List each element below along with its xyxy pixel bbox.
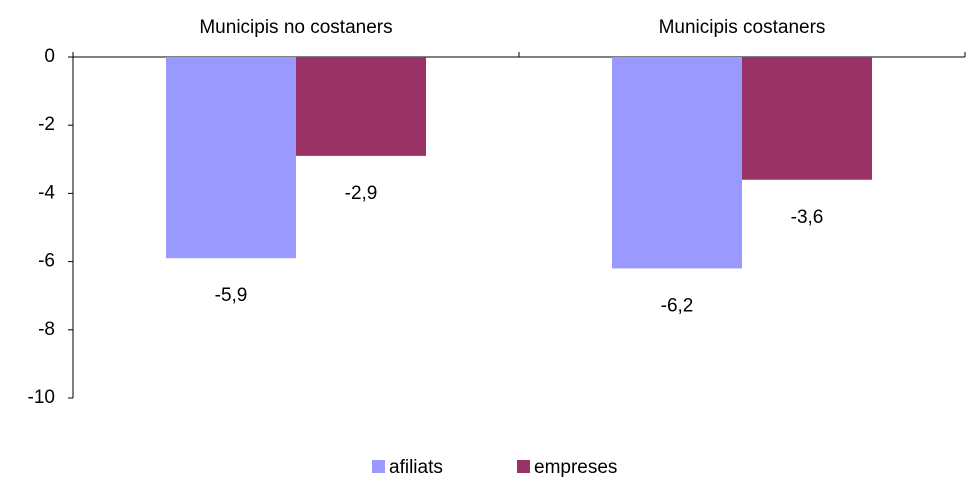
legend-label: empreses — [534, 457, 617, 478]
bar — [296, 57, 426, 156]
value-label: -6,2 — [661, 295, 694, 316]
bar — [612, 57, 742, 269]
bar — [742, 57, 872, 180]
legend-label: afiliats — [389, 457, 443, 478]
y-tick-label: -10 — [28, 387, 55, 408]
bar — [166, 57, 296, 259]
legend-swatch — [517, 460, 530, 473]
value-label: -3,6 — [791, 207, 824, 228]
legend-swatch — [372, 460, 385, 473]
category-label: Municipis no costaners — [199, 17, 392, 38]
category-label: Municipis costaners — [659, 17, 826, 38]
y-tick-label: -2 — [38, 114, 55, 135]
value-label: -2,9 — [345, 183, 378, 204]
value-label: -5,9 — [215, 285, 248, 306]
y-tick-label: -6 — [38, 251, 55, 272]
y-tick-label: -4 — [38, 182, 55, 203]
y-tick-label: 0 — [44, 46, 55, 67]
y-tick-label: -8 — [38, 319, 55, 340]
